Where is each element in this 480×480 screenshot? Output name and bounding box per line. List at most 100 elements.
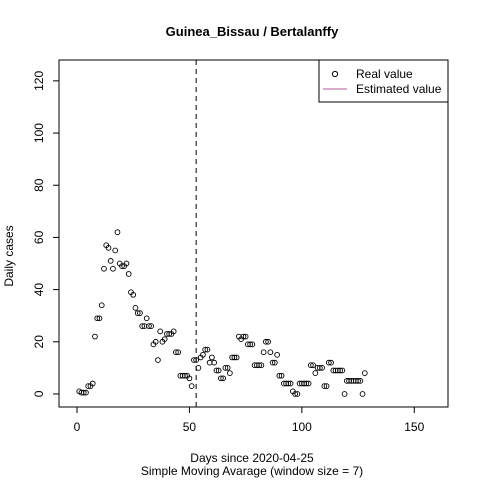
data-point bbox=[337, 367, 343, 374]
data-point bbox=[285, 380, 292, 387]
legend-label-real: Real value bbox=[356, 67, 413, 81]
data-point bbox=[188, 383, 195, 389]
x-tick-label: 100 bbox=[292, 420, 312, 434]
data-point bbox=[359, 391, 366, 397]
data-point bbox=[256, 362, 262, 369]
y-tick-label: 0 bbox=[32, 390, 46, 397]
x-axis: 0 50 100 150 bbox=[74, 406, 425, 434]
data-point bbox=[276, 372, 283, 379]
data-point bbox=[233, 354, 240, 361]
data-point bbox=[101, 265, 107, 272]
data-point bbox=[213, 367, 220, 374]
data-point bbox=[218, 375, 224, 382]
data-point bbox=[148, 323, 155, 329]
data-point bbox=[260, 349, 267, 356]
data-point bbox=[134, 310, 141, 316]
data-point bbox=[361, 370, 368, 376]
data-point bbox=[287, 380, 294, 387]
data-point bbox=[130, 291, 137, 298]
data-point bbox=[269, 359, 276, 366]
data-point bbox=[105, 244, 112, 251]
data-point bbox=[339, 367, 346, 374]
legend-box bbox=[318, 59, 449, 103]
legend-marker-real bbox=[331, 70, 339, 78]
data-point bbox=[267, 349, 274, 356]
data-point bbox=[274, 351, 280, 358]
data-point bbox=[294, 391, 301, 397]
data-point bbox=[265, 338, 271, 345]
data-point bbox=[224, 365, 231, 371]
y-tick-label: 60 bbox=[32, 230, 46, 244]
data-point bbox=[316, 365, 323, 371]
data-point bbox=[202, 346, 209, 353]
data-point bbox=[227, 370, 233, 376]
data-point bbox=[96, 315, 103, 322]
data-point bbox=[157, 328, 164, 335]
x-tick-label: 150 bbox=[404, 420, 424, 434]
legend: Real value Estimated value bbox=[318, 59, 449, 103]
plot-area bbox=[76, 229, 368, 397]
data-point bbox=[161, 336, 168, 343]
data-point bbox=[125, 271, 132, 277]
data-point bbox=[209, 354, 215, 361]
y-axis-label: Daily cases bbox=[2, 225, 16, 286]
data-point bbox=[305, 380, 312, 387]
data-point bbox=[272, 359, 278, 366]
x-tick-label: 0 bbox=[74, 420, 81, 434]
data-point bbox=[220, 375, 226, 382]
data-point bbox=[155, 357, 161, 363]
data-point bbox=[132, 305, 139, 311]
data-point bbox=[182, 372, 188, 379]
data-point bbox=[112, 247, 119, 254]
data-point bbox=[325, 359, 332, 366]
data-point bbox=[166, 331, 173, 337]
data-point bbox=[89, 380, 96, 387]
data-point bbox=[341, 391, 348, 397]
y-tick-label: 80 bbox=[32, 178, 46, 192]
data-point bbox=[312, 370, 319, 376]
data-point bbox=[204, 346, 211, 353]
data-point bbox=[357, 378, 364, 384]
data-point bbox=[152, 338, 159, 345]
data-point bbox=[92, 333, 98, 340]
x-axis-sublabel: Simple Moving Avarage (window size = 7) bbox=[141, 464, 363, 478]
data-point bbox=[170, 328, 177, 335]
data-point bbox=[119, 263, 125, 269]
data-point bbox=[303, 380, 310, 387]
data-point bbox=[263, 338, 269, 345]
data-point bbox=[292, 391, 298, 397]
data-point bbox=[85, 383, 92, 389]
y-tick-label: 40 bbox=[32, 283, 46, 297]
data-point bbox=[328, 359, 334, 366]
data-point bbox=[231, 354, 238, 361]
y-tick-label: 20 bbox=[32, 335, 46, 349]
data-point bbox=[222, 365, 229, 371]
y-tick-label: 120 bbox=[32, 71, 46, 91]
data-point bbox=[114, 229, 121, 236]
data-point bbox=[146, 323, 152, 329]
data-point bbox=[186, 375, 193, 382]
data-point bbox=[240, 333, 247, 340]
plot-frame bbox=[58, 59, 449, 408]
data-point bbox=[98, 302, 105, 309]
data-point bbox=[173, 349, 179, 356]
x-axis-label: Days since 2020-04-25 bbox=[190, 451, 314, 465]
data-point bbox=[110, 265, 116, 272]
data-point bbox=[242, 333, 249, 340]
data-point bbox=[215, 367, 222, 374]
x-tick-label: 50 bbox=[183, 420, 197, 434]
legend-label-estimated: Estimated value bbox=[356, 82, 442, 96]
data-point bbox=[278, 372, 285, 379]
y-axis: 0 20 40 60 80 100 120 bbox=[32, 71, 60, 397]
data-point bbox=[80, 389, 87, 396]
data-point bbox=[175, 349, 182, 356]
data-point bbox=[211, 359, 218, 366]
chart-title: Guinea_Bissau / Bertalanffy bbox=[166, 24, 339, 39]
data-point bbox=[195, 365, 202, 371]
data-point bbox=[323, 383, 330, 389]
data-point bbox=[247, 341, 253, 348]
data-point bbox=[319, 365, 325, 371]
data-point bbox=[83, 389, 89, 396]
y-tick-label: 100 bbox=[32, 123, 46, 143]
